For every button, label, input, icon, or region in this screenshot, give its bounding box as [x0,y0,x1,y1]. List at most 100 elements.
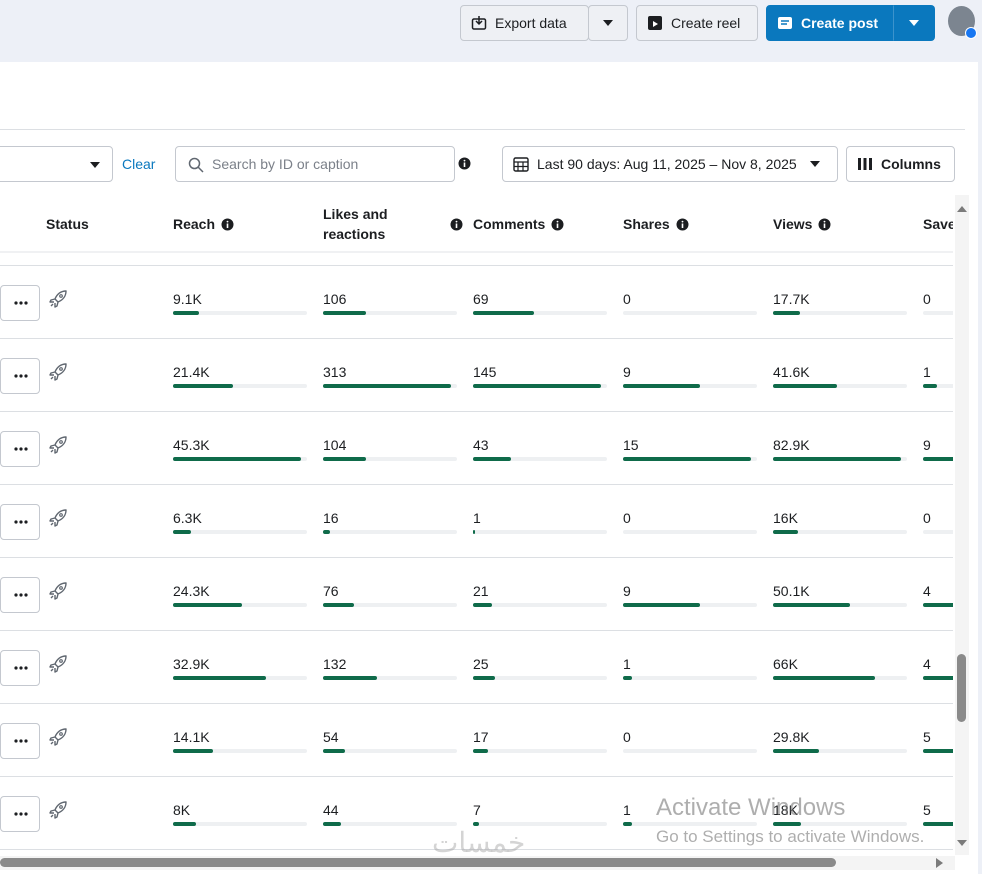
facebook-badge [965,27,977,39]
scroll-right[interactable] [935,857,944,869]
metric-bar [923,457,953,461]
header-label: Comments [473,216,546,232]
column-header: Views [773,214,903,234]
metric-value: 54 [323,729,339,745]
scroll-up[interactable] [956,204,968,213]
metric-bar [473,822,480,826]
row-separator [0,557,953,558]
metric-value: 24.3K [173,583,210,599]
post-dropdown[interactable] [893,5,935,41]
boost-icon [49,801,67,819]
metric-track [473,676,607,680]
metric-bar [623,603,700,607]
metric-value: 16 [323,510,339,526]
metric-value: 44 [323,802,339,818]
metric-track [773,749,907,753]
boost-icon [49,290,67,308]
boost-icon [49,582,67,600]
metric-value: 104 [323,437,347,453]
more-button[interactable] [0,577,40,613]
horizontal-thumb[interactable] [0,858,836,867]
metric-bar [323,530,330,534]
ellipsis [14,812,28,816]
more-button[interactable] [0,796,40,832]
metric-value: 7 [473,802,481,818]
export-button[interactable]: Export data [460,5,589,41]
icon [778,17,792,29]
row-separator [0,849,953,850]
metric-bar [473,457,511,461]
metric-bar [773,822,801,826]
metric-value: 132 [323,656,347,672]
metric-track [773,311,907,315]
metric-value: 9 [623,364,631,380]
clear-link[interactable]: Clear [122,156,156,172]
metric-bar [473,676,496,680]
columns-button[interactable]: Columns [846,146,955,182]
metric-value: 145 [473,364,497,380]
row-separator [0,703,953,704]
header-label: Save [923,216,953,232]
metric-value: 76 [323,583,339,599]
row-separator [0,776,953,777]
metric-value: 0 [623,510,631,526]
vertical-thumb[interactable] [957,654,966,722]
more-button[interactable] [0,650,40,686]
more-button[interactable] [0,431,40,467]
metric-value: 0 [923,510,931,526]
metric-value: 106 [323,291,347,307]
date-range-button[interactable]: Last 90 days: Aug 11, 2025 – Nov 8, 2025 [502,146,838,182]
label: Create reel [671,15,741,31]
metric-bar [323,311,367,315]
metric-bar [473,749,488,753]
metric-track [923,603,953,607]
metric-value: 9.1K [173,291,202,307]
metric-track [323,530,457,534]
metric-track [623,603,757,607]
create-post-button[interactable]: Create post [766,5,894,41]
caret [603,20,613,26]
metric-bar [773,749,819,753]
row-separator [0,411,953,412]
label: Columns [881,156,941,172]
ellipsis [14,739,28,743]
row-separator [0,484,953,485]
metric-track [473,822,607,826]
create-reel-button[interactable]: Create reel [636,5,758,41]
more-button[interactable] [0,504,40,540]
vertical-scrollbar[interactable] [955,195,969,855]
metric-bar [323,384,451,388]
columns-icon [858,158,872,170]
metric-bar [173,457,301,461]
search-box[interactable]: Search by ID or caption [175,146,455,182]
metric-track [473,603,607,607]
metric-track [623,822,757,826]
filter-dropdown[interactable] [0,146,113,182]
info-icon[interactable] [458,157,471,170]
metric-track [173,603,307,607]
label: Last 90 days: Aug 11, 2025 – Nov 8, 2025 [537,156,797,172]
metric-bar [323,749,346,753]
metric-value: 6.3K [173,510,202,526]
scroll-down[interactable] [956,839,968,848]
more-button[interactable] [0,285,40,321]
metric-bar [473,311,534,315]
metric-value: 4 [923,656,931,672]
more-button[interactable] [0,723,40,759]
more-button[interactable] [0,358,40,394]
metric-track [323,749,457,753]
metric-track [173,311,307,315]
metric-bar [323,603,355,607]
metric-bar [623,384,700,388]
activation-subtitle: Go to Settings to activate Windows. [656,827,925,846]
metric-bar [773,603,851,607]
column-header: Reach [173,214,303,234]
metric-track [923,676,953,680]
metric-track [173,530,307,534]
export-dropdown[interactable] [588,5,628,41]
info-icon [551,218,564,230]
ellipsis [14,593,28,597]
metric-value: 50.1K [773,583,810,599]
metric-value: 25 [473,656,489,672]
